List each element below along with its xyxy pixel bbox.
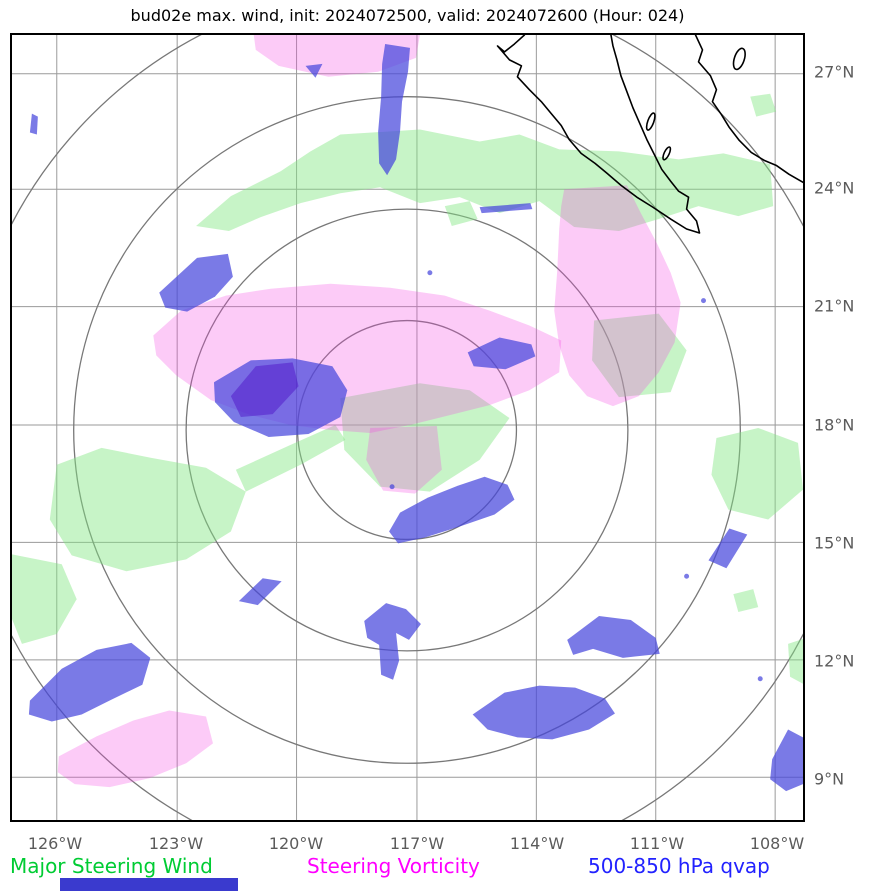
region-qvap-dense [230,362,299,418]
region-major-steering-wind [750,93,777,117]
region-qvap-dot [701,298,706,304]
region-qvap [389,476,515,544]
lon-tick-label: 120°W [268,834,324,853]
region-qvap [708,528,748,569]
lat-tick-label: 27°N [814,62,855,82]
lat-tick-label: 15°N [814,533,855,553]
range-ring [185,208,629,652]
lat-tick-label: 18°N [814,415,855,435]
region-qvap-dot [684,573,690,579]
lon-tick-label: 114°W [509,834,565,853]
region-qvap [238,578,282,606]
region-qvap [364,603,421,680]
map-plot-area [10,33,805,822]
region-qvap-dot [427,270,433,276]
region-qvap [472,685,615,740]
region-major-steering-wind [196,129,774,232]
region-qvap-dot [757,676,763,682]
region-major-steering-wind [49,447,246,572]
region-qvap [479,203,533,214]
region-qvap [467,337,536,370]
island-outline [645,112,656,131]
lat-tick-label: 21°N [814,296,855,316]
lon-tick-label: 123°W [148,834,204,853]
region-qvap [567,616,660,658]
chart-title: bud02e max. wind, init: 2024072500, vali… [130,6,685,25]
region-major-steering-wind [592,313,687,398]
lat-tick-label: 9°N [814,769,845,789]
region-qvap [159,253,233,312]
legend-qvap: 500-850 hPa qvap [588,854,770,878]
lon-tick-label: 126°W [27,834,83,853]
lon-tick-label: 111°W [629,834,685,853]
region-qvap [770,729,803,792]
legend-steering-vorticity: Steering Vorticity [307,854,480,878]
region-steering-vorticity [57,710,213,788]
coastline [496,35,701,234]
legend-major-steering-wind: Major Steering Wind [10,854,213,878]
region-major-steering-wind [733,589,759,613]
range-ring [73,96,741,764]
region-major-steering-wind [340,383,510,492]
coastline [694,35,803,184]
lon-tick-label: 108°W [749,834,805,853]
region-major-steering-wind [12,554,77,644]
region-major-steering-wind [711,427,803,520]
lon-tick-label: 117°W [389,834,445,853]
island-outline [732,47,746,71]
region-qvap [305,63,323,78]
region-qvap [28,642,151,722]
region-major-steering-wind [235,425,346,492]
region-steering-vorticity [366,426,442,494]
region-qvap [378,43,410,176]
region-qvap-dot [389,484,395,490]
region-major-steering-wind [788,638,803,684]
lat-tick-label: 24°N [814,178,855,198]
region-major-steering-wind [444,201,478,227]
region-steering-vorticity [554,185,681,407]
island-outline [662,146,672,161]
bottom-blue-bar [60,878,238,891]
map-plot-canvas [12,35,803,820]
lat-tick-label: 12°N [814,651,855,671]
region-qvap [29,113,38,135]
region-steering-vorticity [253,35,420,77]
